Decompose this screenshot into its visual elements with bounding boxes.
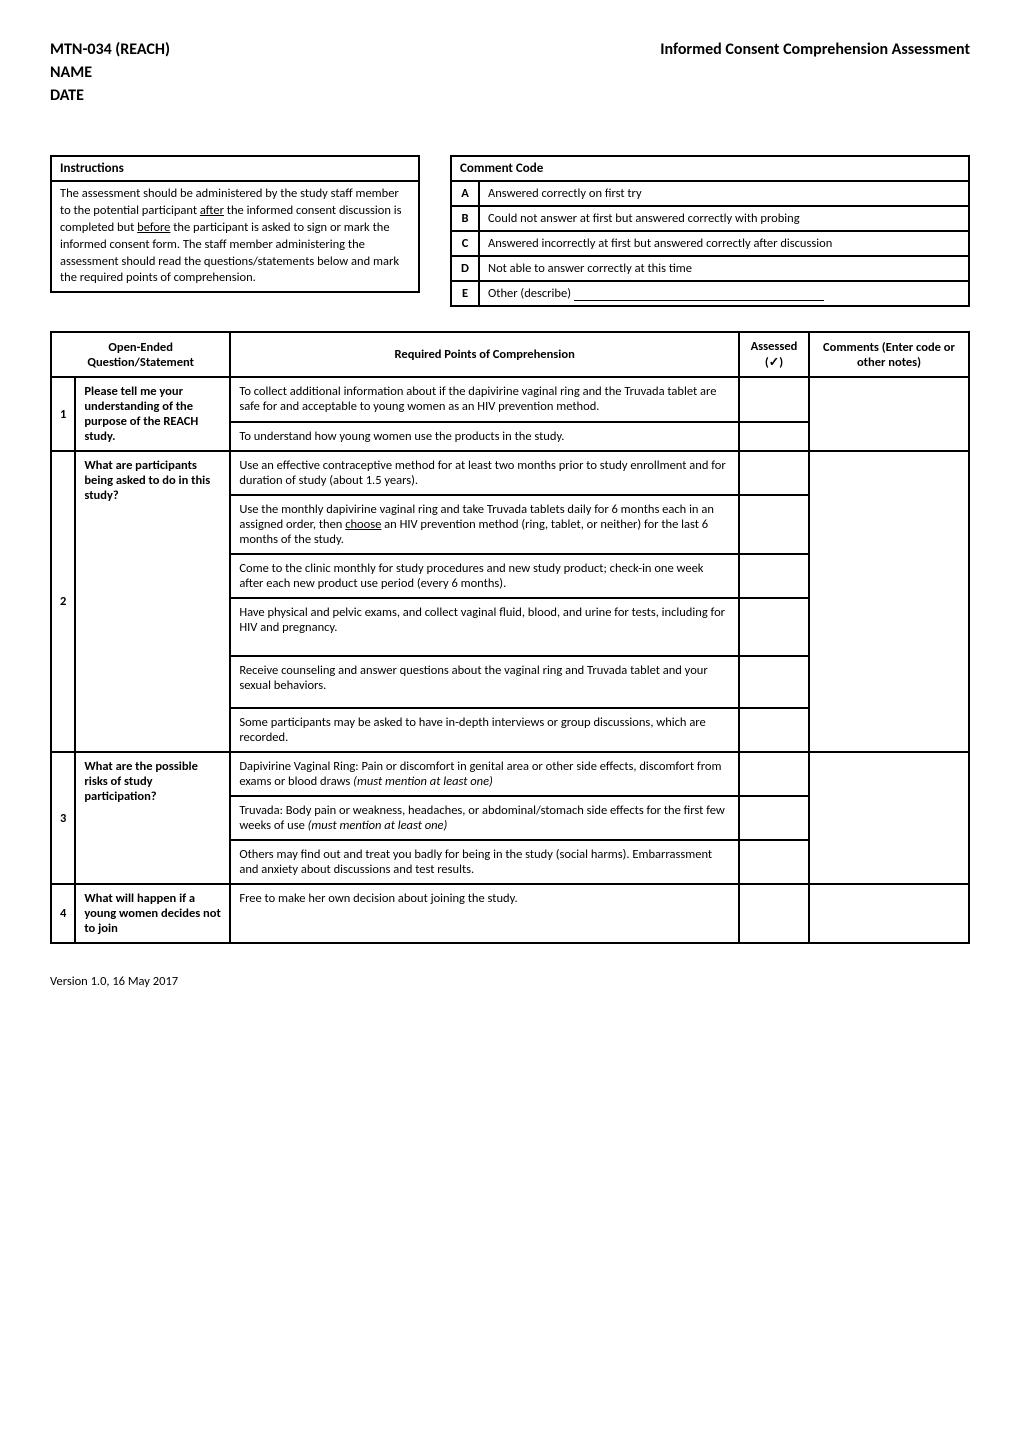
q2-question: What are participants being asked to do … <box>75 451 230 752</box>
q2-assessed-6[interactable] <box>739 708 809 752</box>
col-comments-header: Comments (Enter code or other notes) <box>809 332 969 377</box>
footer-version: Version 1.0, 16 May 2017 <box>50 974 970 989</box>
code-a-letter: A <box>451 181 479 206</box>
q3-question: What are the possible risks of study par… <box>75 752 230 884</box>
q2-assessed-2[interactable] <box>739 495 809 554</box>
q2-point-3: Come to the clinic monthly for study pro… <box>230 554 739 598</box>
q1-assessed-2[interactable] <box>739 422 809 451</box>
q1-point-1: To collect additional information about … <box>230 377 739 422</box>
q2-point-1: Use an effective contraceptive method fo… <box>230 451 739 495</box>
code-d-text: Not able to answer correctly at this tim… <box>479 256 969 281</box>
code-d-letter: D <box>451 256 479 281</box>
comment-code-box: Comment Code A Answered correctly on fir… <box>450 155 970 307</box>
code-c-text: Answered incorrectly at first but answer… <box>479 231 969 256</box>
date-label: DATE <box>50 86 970 105</box>
col-points-header: Required Points of Comprehension <box>230 332 739 377</box>
q1-point-2: To understand how young women use the pr… <box>230 422 739 451</box>
code-b-letter: B <box>451 206 479 231</box>
q1-num: 1 <box>51 377 75 451</box>
q4-comments[interactable] <box>809 884 969 943</box>
instructions-box: Instructions The assessment should be ad… <box>50 155 420 307</box>
q3-point-3: Others may find out and treat you badly … <box>230 840 739 884</box>
instructions-body: The assessment should be administered by… <box>50 182 420 293</box>
q2-num: 2 <box>51 451 75 752</box>
study-code: MTN-034 (REACH) <box>50 40 170 59</box>
q3-point-1: Dapivirine Vaginal Ring: Pain or discomf… <box>230 752 739 796</box>
q1-comments[interactable] <box>809 377 969 451</box>
comment-code-heading: Comment Code <box>451 156 969 181</box>
q4-assessed-1[interactable] <box>739 884 809 943</box>
q3-comments[interactable] <box>809 752 969 884</box>
q2-point-2: Use the monthly dapivirine vaginal ring … <box>230 495 739 554</box>
q1-question: Please tell me your understanding of the… <box>75 377 230 451</box>
q4-question: What will happen if a young women decide… <box>75 884 230 943</box>
q2-point-5: Receive counseling and answer questions … <box>230 656 739 708</box>
q2-comments[interactable] <box>809 451 969 752</box>
code-e-text: Other (describe) <box>479 281 969 306</box>
name-label: NAME <box>50 63 970 82</box>
q2-assessed-3[interactable] <box>739 554 809 598</box>
q2-point-4: Have physical and pelvic exams, and coll… <box>230 598 739 656</box>
q3-point-2: Truvada: Body pain or weakness, headache… <box>230 796 739 840</box>
q4-num: 4 <box>51 884 75 943</box>
instructions-heading: Instructions <box>50 155 420 182</box>
q2-assessed-1[interactable] <box>739 451 809 495</box>
q3-assessed-2[interactable] <box>739 796 809 840</box>
code-c-letter: C <box>451 231 479 256</box>
q3-num: 3 <box>51 752 75 884</box>
q2-assessed-5[interactable] <box>739 656 809 708</box>
q2-point-6: Some participants may be asked to have i… <box>230 708 739 752</box>
q3-assessed-3[interactable] <box>739 840 809 884</box>
col-assessed-header: Assessed (✓) <box>739 332 809 377</box>
doc-title: Informed Consent Comprehension Assessmen… <box>660 40 970 59</box>
code-a-text: Answered correctly on first try <box>479 181 969 206</box>
q2-assessed-4[interactable] <box>739 598 809 656</box>
col-question-header: Open-Ended Question/Statement <box>51 332 230 377</box>
assessment-table: Open-Ended Question/Statement Required P… <box>50 331 970 944</box>
q4-point-1: Free to make her own decision about join… <box>230 884 739 943</box>
q3-assessed-1[interactable] <box>739 752 809 796</box>
code-b-text: Could not answer at first but answered c… <box>479 206 969 231</box>
code-e-letter: E <box>451 281 479 306</box>
q1-assessed-1[interactable] <box>739 377 809 422</box>
